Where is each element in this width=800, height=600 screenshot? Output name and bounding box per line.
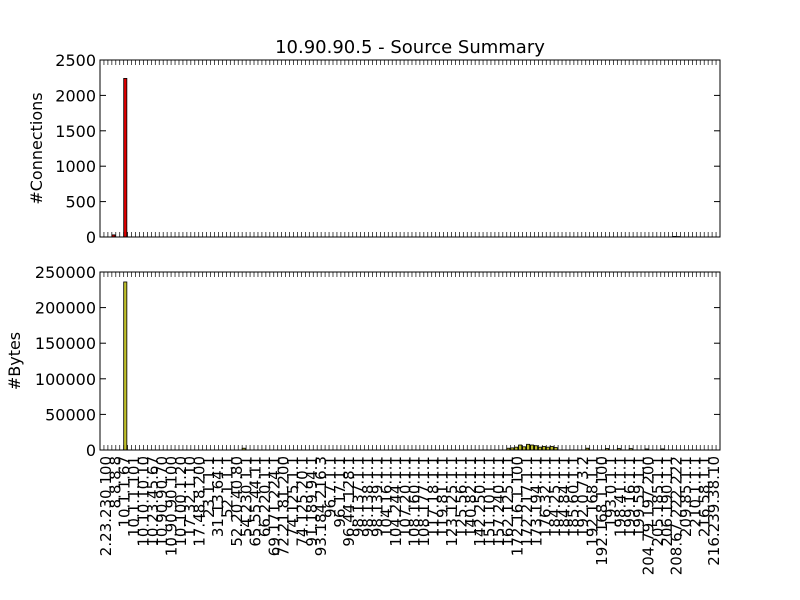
xtick-label: 74.125.20.1 [293,456,311,547]
bytes-bar [123,281,128,451]
xtick-label: 151.101.1.1 [481,456,499,547]
xtick-label: 140.82.1.1 [462,456,480,537]
xtick-label: 184.84.1.1 [555,456,573,537]
xtick-label: 10.10.10.10 [134,456,152,547]
xtick-label: 93.184.216.3 [312,456,330,556]
xtick-label: 10.1.1.67 [116,456,134,528]
xtick-label: 10.1.1.101 [125,456,143,537]
xtick-label: 17.48.8.200 [191,456,209,547]
bytes-ytick-label: 150000 [35,334,96,353]
bytes-bar [526,443,531,451]
bytes-ytick-label: 50000 [45,405,96,424]
xtick-label: 10.90.90.100 [162,456,180,556]
xtick-label: 172.16.1.100 [509,456,527,556]
connections-ytick-label: 500 [65,193,96,212]
xtick-label: 23.1.1.1 [200,456,218,518]
xtick-label: 117.18.1.1 [424,456,442,537]
xtick-label: 98.137.1.1 [350,456,368,537]
xtick-label: 52.1.1.1 [219,456,237,518]
connections-ytick-label: 1500 [55,122,96,141]
xtick-label: 198.41.1.1 [611,456,629,537]
xtick-label: 125.56.1.1 [452,456,470,537]
xtick-label: 2.23.230.100 [97,456,115,556]
bytes-bar [533,445,538,451]
bytes-bar [530,444,535,451]
xtick-label: 199.59.1.1 [630,456,648,537]
connections-ytick-label: 0 [86,228,96,247]
xtick-label: 17.32.1.10 [181,456,199,537]
xtick-label: 104.16.1.1 [378,456,396,537]
xtick-label: 119.81.1.1 [434,456,452,537]
xtick-label: 199.16.1.1 [621,456,639,537]
xtick-label: 96.17.1.1 [331,456,349,528]
bytes-ytick-label: 250000 [35,263,96,282]
xtick-label: 98.138.1.1 [359,456,377,537]
xtick-label: 192.168.1.1 [583,456,601,547]
xtick-label: 52.20.40.80 [228,456,246,547]
xtick-label: 10.100.1.20 [172,456,190,547]
xtick-label: 98.139.1.1 [368,456,386,537]
connections-bar [123,78,128,238]
xtick-label: 192.0.73.2 [574,456,592,537]
xtick-label: 91.189.94.1 [303,456,321,547]
xtick-label: 142.250.1.1 [471,456,489,547]
xtick-label: 210.1.1.1 [686,456,704,528]
connections-ytick-label: 2000 [55,86,96,105]
xtick-label: 173.194.1.1 [527,456,545,547]
connections-ylabel: #Connections [27,92,46,204]
xtick-label: 96.44.128.1 [340,456,358,547]
xtick-label: 216.58.1.1 [696,456,714,537]
xtick-label: 184.25.1.1 [546,456,564,537]
xtick-label: 185.60.1.1 [565,456,583,537]
xtick-label: 8.8.8.8 [106,456,124,508]
xtick-label: 96.7.1.1 [321,456,339,518]
bytes-axes-frame [99,271,721,451]
xtick-label: 66.220.1.1 [256,456,274,537]
xtick-label: 107.20.1.1 [396,456,414,537]
connections-panel: 0 500 1000 1500 2000 2500 #Connections [27,51,721,247]
bytes-ytick-label: 100000 [35,370,96,389]
xtick-label: 108.160.1.1 [406,456,424,547]
xtick-label: 216.239.38.10 [705,456,723,566]
xtick-label: 209.85.1.1 [677,456,695,537]
xtick-label: 204.79.197.200 [640,456,658,575]
xtick-label: 172.217.1.1 [518,456,536,547]
xtick-label: 10.90.90.70 [153,456,171,547]
xtick-label: 193.0.1.1 [602,456,620,528]
connections-ytick-label: 2500 [55,51,96,70]
xtick-label: 176.32.1.1 [537,456,555,537]
xtick-label: 10.23.45.67 [144,456,162,547]
connections-ytick-label: 1000 [55,157,96,176]
bytes-bar [541,446,546,451]
bytes-ytick-label: 0 [86,441,96,460]
xtick-label: 205.185.1.1 [649,456,667,547]
xtick-label: 54.230.1.1 [237,456,255,537]
xtick-label: 208.67.222.222 [668,456,686,575]
bytes-bar [518,444,523,451]
xtick-label: 72.21.81.200 [275,456,293,556]
xtick-label: 157.240.1.1 [490,456,508,547]
bytes-panel: 0 50000 100000 150000 200000 250000 #Bytes 2.23… [5,263,723,575]
bytes-ytick-label: 200000 [35,299,96,318]
xtick-label: 104.244.1.1 [387,456,405,547]
xtick-label: 65.55.44.11 [247,456,265,547]
xtick-label: 123.125.1.1 [443,456,461,547]
connections-axes-frame [99,59,721,238]
chart-title: 10.90.90.5 - Source Summary [275,37,545,58]
xtick-label: 74.125.1.1 [284,456,302,537]
xtick-label: 108.177.1.1 [415,456,433,547]
xtick-label: 206.190.1.1 [658,456,676,547]
xtick-label: 69.171.224.1 [265,456,283,556]
bytes-ylabel: #Bytes [5,332,24,390]
xtick-label: 31.13.64.1 [209,456,227,537]
xtick-label: 162.125.1.1 [499,456,517,547]
xtick-label: 192.168.1.100 [593,456,611,566]
bytes-bar [549,446,554,451]
